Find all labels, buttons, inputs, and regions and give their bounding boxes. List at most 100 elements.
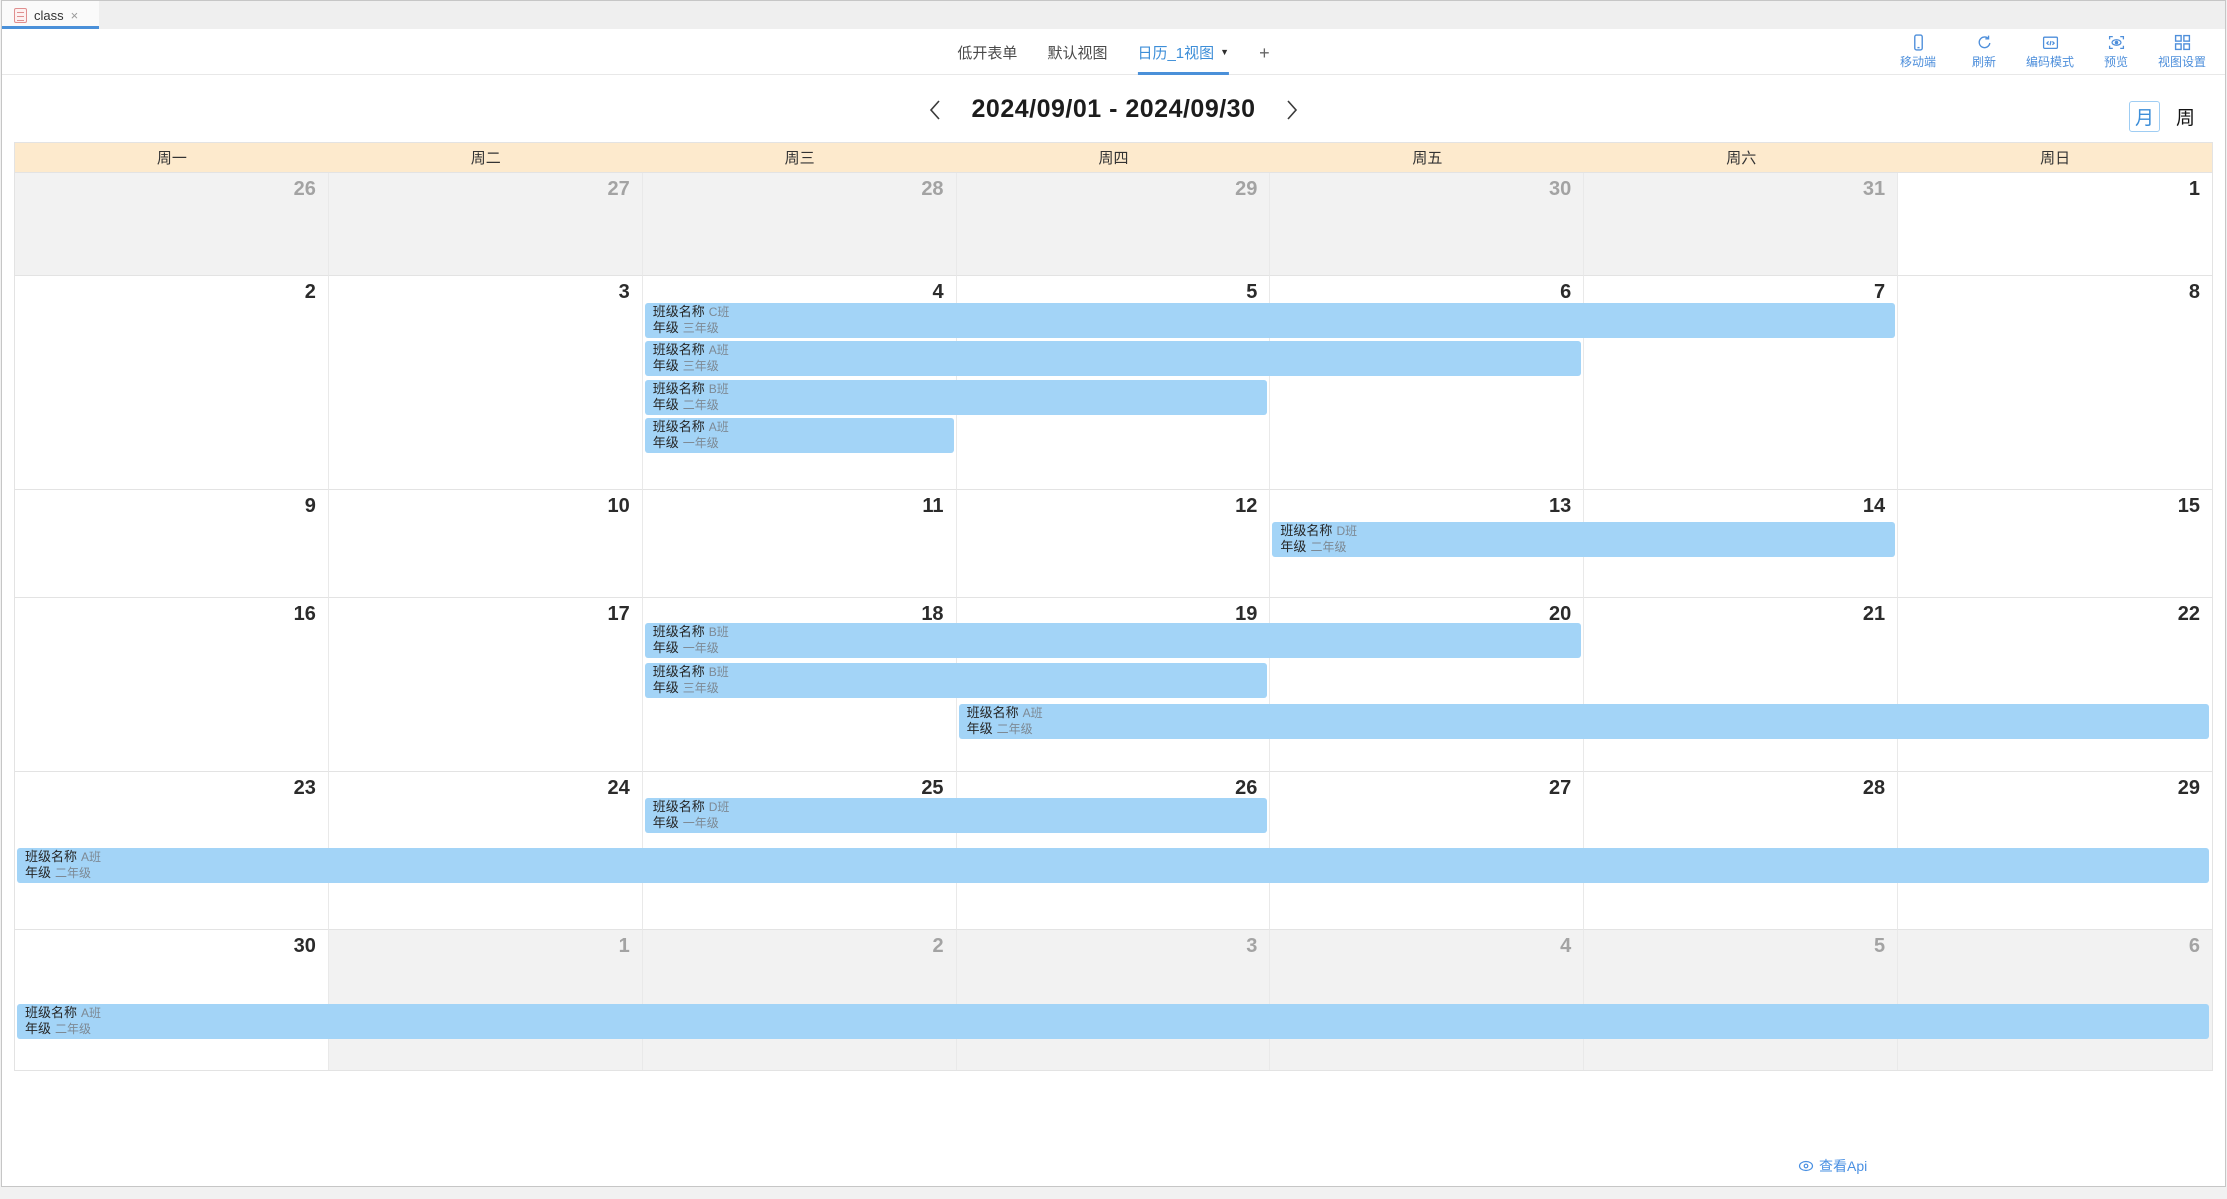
date-range-title: 2024/09/01 - 2024/09/30 xyxy=(971,95,1256,123)
mobile-icon xyxy=(1913,34,1923,51)
day-cell[interactable]: 3 xyxy=(956,929,1271,1070)
event-grade-label: 年级 xyxy=(652,814,679,830)
day-cell[interactable]: 4 xyxy=(1270,929,1585,1070)
event-grade-label: 年级 xyxy=(25,1020,52,1036)
month-view-button[interactable]: 月 xyxy=(2128,101,2160,132)
event-grade-label: 年级 xyxy=(652,319,679,335)
calendar-grid: 周一 周二 周三 周四 周五 周六 周日 26 27 28 29 30 31 1 2 3 4 5 6 7 8 班级名称 C班… xyxy=(14,141,2213,1071)
preview-label: 预览 xyxy=(2103,55,2128,69)
event-bar[interactable]: 班级名称 D班 年级 一年级 xyxy=(644,797,1268,833)
weekday-header-3: 周四 xyxy=(1098,149,1129,167)
prev-month-button[interactable] xyxy=(928,99,942,121)
browser-tab-strip: class × xyxy=(2,0,2225,29)
chevron-right-icon xyxy=(1287,99,1298,120)
day-cell[interactable]: 3 xyxy=(328,275,643,490)
day-cell[interactable]: 1 xyxy=(1898,172,2212,276)
week-row-2: 9 10 11 12 13 14 15 班级名称 D班 年级 二年级 xyxy=(15,489,2212,598)
event-bar[interactable]: 班级名称 A班 年级 二年级 xyxy=(17,847,2209,883)
weekday-header-2: 周三 xyxy=(784,149,815,167)
tab-form[interactable]: 低开表单 xyxy=(957,29,1017,75)
add-view-button[interactable]: + xyxy=(1259,42,1270,63)
event-grade-value: 二年级 xyxy=(996,721,1033,736)
day-cell[interactable]: 6 xyxy=(1898,929,2212,1070)
event-grade-label: 年级 xyxy=(652,396,679,412)
day-cell[interactable]: 27 xyxy=(328,172,643,276)
tab-default-view-label: 默认视图 xyxy=(1047,44,1108,62)
day-cell[interactable]: 12 xyxy=(956,489,1271,598)
eye-icon xyxy=(1798,1160,1814,1172)
calendar-view-toggle: 月 周 xyxy=(2128,101,2201,132)
weekday-header-row: 周一 周二 周三 周四 周五 周六 周日 xyxy=(15,142,2212,173)
week-row-1: 2 3 4 5 6 7 8 班级名称 C班 年级 三年级 班级名称 A班 年级 三年级 班级名称 B班 年级 二年级… xyxy=(15,275,2212,490)
event-name-label: 班级名称 xyxy=(652,303,705,319)
event-name-label: 班级名称 xyxy=(652,341,705,357)
event-bar[interactable]: 班级名称 A班 年级 二年级 xyxy=(958,703,2209,739)
day-cell[interactable]: 10 xyxy=(328,489,643,598)
event-bar[interactable]: 班级名称 D班 年级 二年级 xyxy=(1272,521,1896,557)
day-cell[interactable]: 30 xyxy=(1270,172,1585,276)
day-cell[interactable]: 22 xyxy=(1898,597,2212,772)
day-cell[interactable]: 8 xyxy=(1898,275,2212,490)
event-bar[interactable]: 班级名称 A班 年级 二年级 xyxy=(17,1003,2209,1039)
day-cell[interactable]: 11 xyxy=(642,489,957,598)
event-grade-value: 二年级 xyxy=(1310,539,1347,554)
tab-calendar-view[interactable]: 日历_1视图 ▼ xyxy=(1137,29,1230,75)
view-settings-label: 视图设置 xyxy=(2157,55,2206,69)
day-cell[interactable]: 15 xyxy=(1898,489,2212,598)
calendar-header: 2024/09/01 - 2024/09/30 月 周 xyxy=(2,75,2225,142)
event-grade-value: 二年级 xyxy=(682,397,719,412)
event-name-value: C班 xyxy=(708,304,730,319)
view-settings-button[interactable]: 视图设置 xyxy=(2149,34,2215,70)
mobile-button[interactable]: 移动端 xyxy=(1885,34,1951,70)
view-api-link[interactable]: 查看Api xyxy=(1798,1156,1867,1176)
day-cell[interactable]: 29 xyxy=(956,172,1271,276)
event-bar[interactable]: 班级名称 B班 年级 一年级 xyxy=(644,622,1582,658)
close-icon[interactable]: × xyxy=(70,7,79,23)
view-api-label: 查看Api xyxy=(1819,1158,1868,1174)
day-cell[interactable]: 16 xyxy=(15,597,329,772)
event-grade-value: 三年级 xyxy=(682,680,719,695)
event-grade-label: 年级 xyxy=(652,357,679,373)
day-cell[interactable]: 21 xyxy=(1584,597,1899,772)
view-settings-icon xyxy=(2174,34,2190,51)
preview-button[interactable]: 预览 xyxy=(2083,34,2149,70)
event-grade-value: 二年级 xyxy=(55,1021,92,1036)
event-name-label: 班级名称 xyxy=(652,663,705,679)
event-bar[interactable]: 班级名称 B班 年级 三年级 xyxy=(644,662,1268,698)
code-mode-button[interactable]: 编码模式 xyxy=(2017,34,2083,70)
refresh-label: 刷新 xyxy=(1971,55,1996,69)
tab-default-view[interactable]: 默认视图 xyxy=(1047,29,1107,75)
event-grade-value: 三年级 xyxy=(682,358,719,373)
event-name-label: 班级名称 xyxy=(652,418,705,434)
event-name-value: D班 xyxy=(1336,523,1358,538)
event-grade-label: 年级 xyxy=(652,434,679,450)
event-grade-value: 一年级 xyxy=(682,640,719,655)
browser-tab-class[interactable]: class × xyxy=(2,1,99,29)
day-cell[interactable]: 26 xyxy=(15,172,329,276)
refresh-button[interactable]: 刷新 xyxy=(1951,34,2017,70)
event-bar[interactable]: 班级名称 B班 年级 二年级 xyxy=(644,379,1268,415)
event-bar[interactable]: 班级名称 A班 年级 三年级 xyxy=(644,340,1582,376)
day-cell[interactable]: 5 xyxy=(1584,929,1899,1070)
event-name-label: 班级名称 xyxy=(25,1004,78,1020)
tab-calendar-view-label: 日历_1视图 xyxy=(1137,44,1215,62)
day-cell[interactable]: 17 xyxy=(328,597,643,772)
event-name-label: 班级名称 xyxy=(1280,522,1333,538)
next-month-button[interactable] xyxy=(1285,99,1299,121)
event-grade-label: 年级 xyxy=(652,639,679,655)
day-cell[interactable]: 2 xyxy=(15,275,329,490)
event-bar[interactable]: 班级名称 A班 年级 一年级 xyxy=(644,417,954,453)
event-bar[interactable]: 班级名称 C班年级 三年级 xyxy=(644,302,1896,338)
day-cell[interactable]: 2 xyxy=(642,929,957,1070)
week-view-button[interactable]: 周 xyxy=(2175,108,2195,129)
event-name-value: A班 xyxy=(81,849,102,864)
chevron-down-icon[interactable]: ▼ xyxy=(1220,47,1230,57)
day-cell[interactable]: 9 xyxy=(15,489,329,598)
day-cell[interactable]: 1 xyxy=(328,929,643,1070)
day-cell[interactable]: 28 xyxy=(642,172,957,276)
event-name-value: B班 xyxy=(708,381,729,396)
day-cell[interactable]: 30 xyxy=(15,929,329,1070)
day-cell[interactable]: 31 xyxy=(1584,172,1899,276)
event-grade-value: 三年级 xyxy=(682,320,719,335)
active-tab-indicator xyxy=(2,26,99,29)
